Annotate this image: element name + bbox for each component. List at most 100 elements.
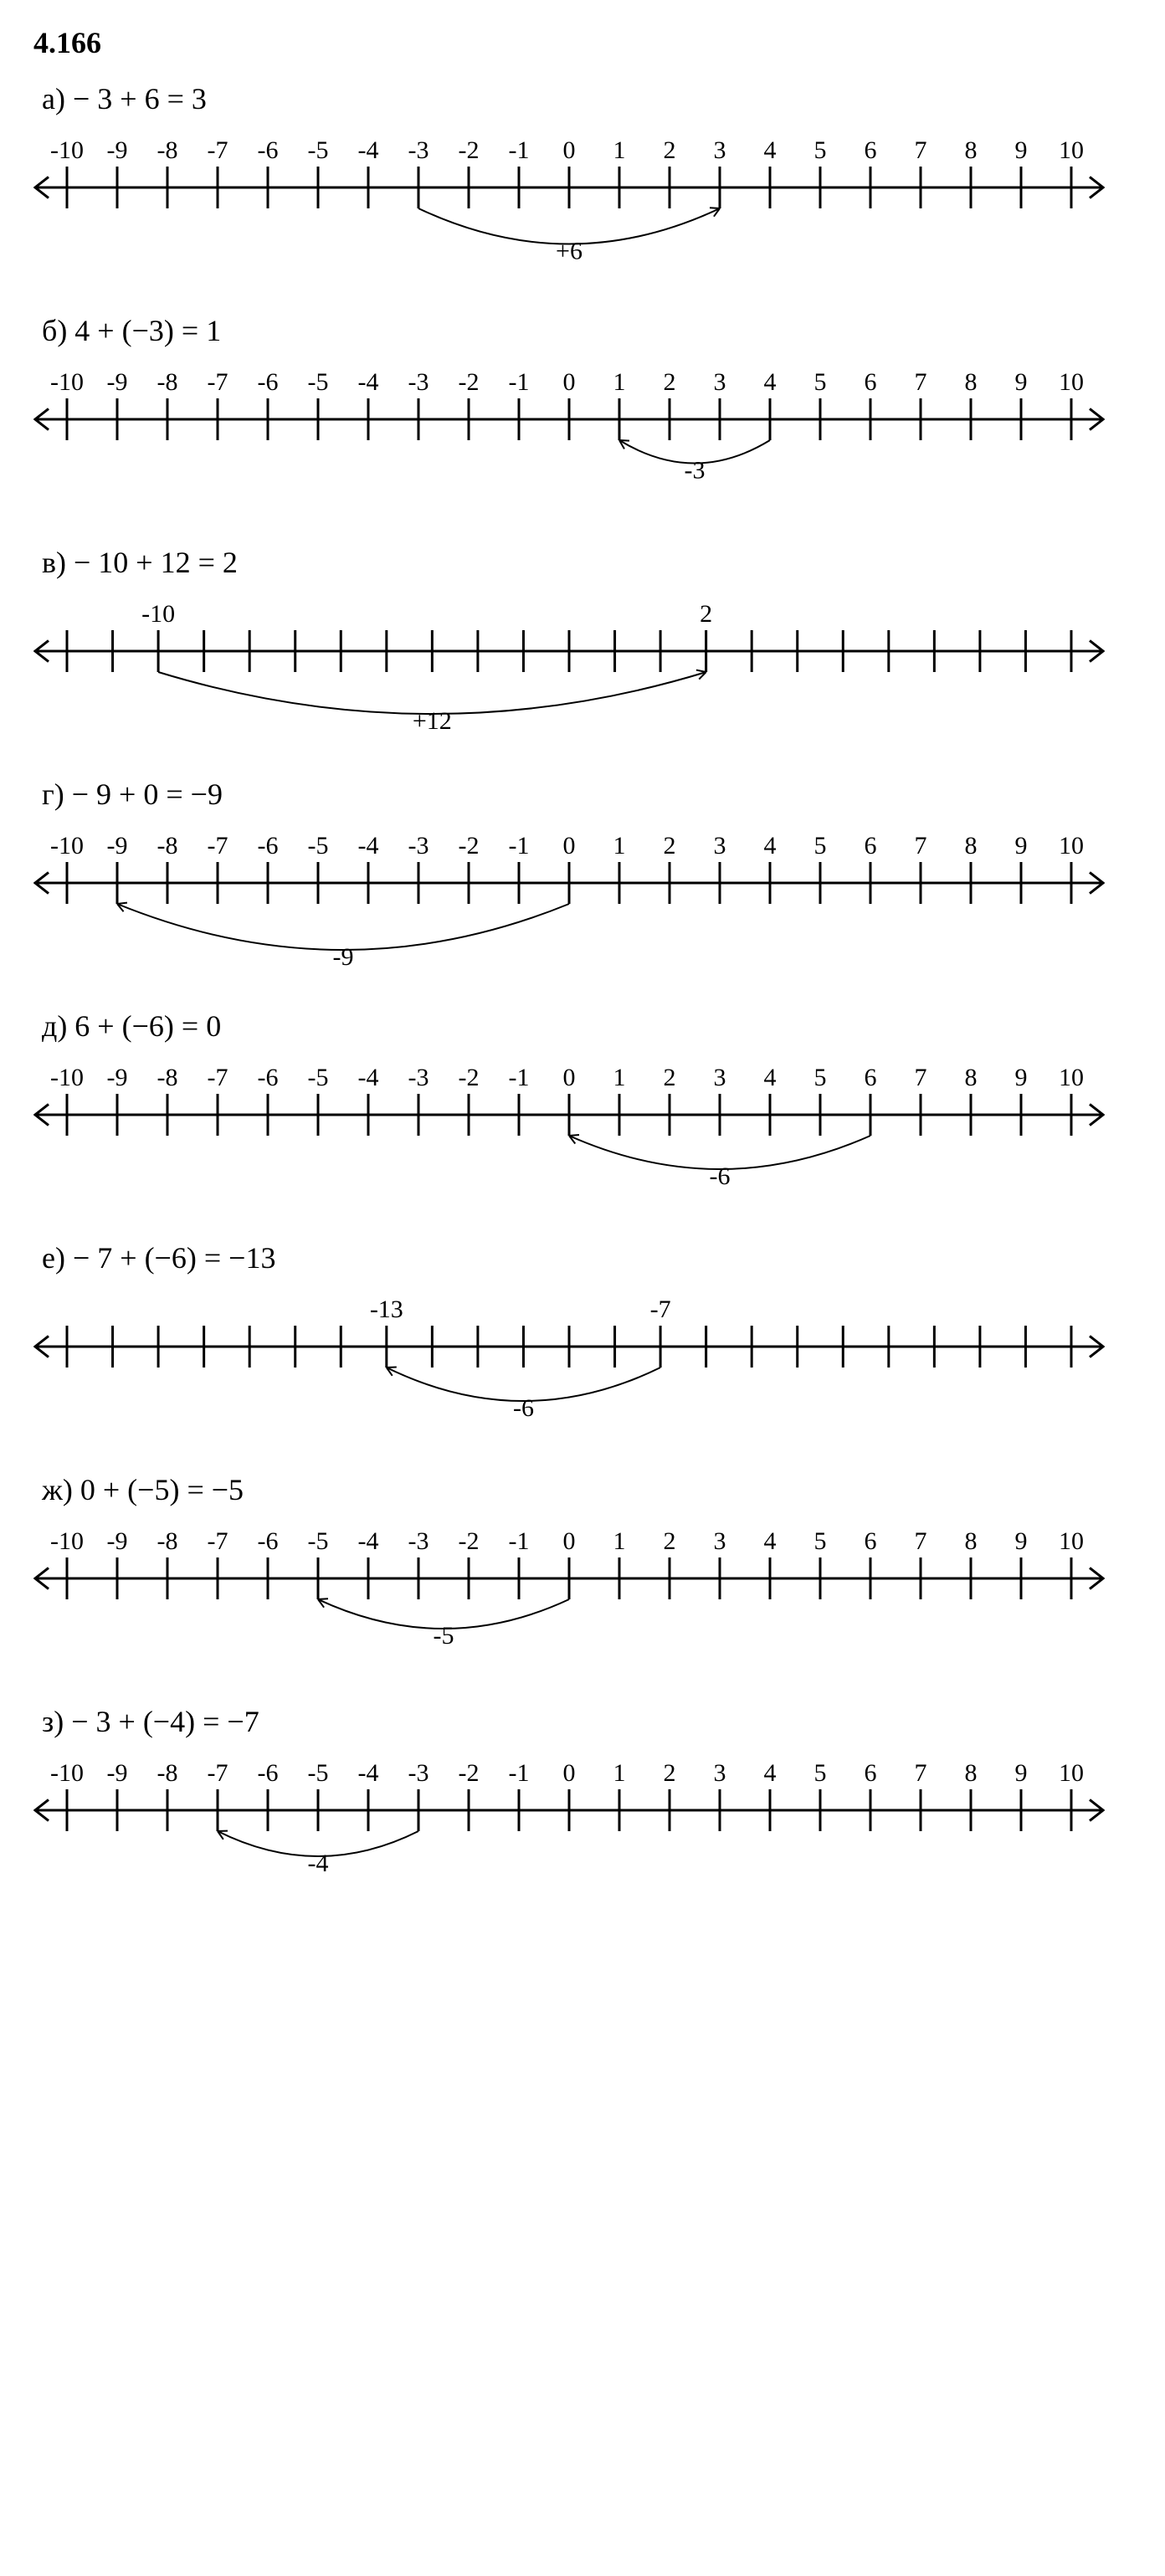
svg-text:-13: -13 [370, 1296, 403, 1323]
svg-text:5: 5 [814, 136, 827, 164]
subproblem-c: в) − 10 + 12 = 2-102+12 [33, 545, 1132, 747]
svg-text:1: 1 [613, 832, 626, 860]
svg-text:5: 5 [814, 1527, 827, 1555]
svg-text:3: 3 [714, 1064, 726, 1091]
svg-text:2: 2 [664, 136, 676, 164]
svg-text:-10: -10 [50, 1527, 84, 1555]
svg-text:-3: -3 [685, 457, 706, 485]
svg-text:-8: -8 [157, 136, 178, 164]
svg-text:-5: -5 [308, 1759, 329, 1787]
svg-text:8: 8 [965, 1527, 978, 1555]
svg-text:6: 6 [865, 1064, 877, 1091]
subproblem-h: з) − 3 + (−4) = −7-10-9-8-7-6-5-4-3-2-10… [33, 1704, 1132, 1906]
svg-text:-5: -5 [308, 1064, 329, 1091]
svg-text:-4: -4 [308, 1850, 329, 1877]
svg-text:1: 1 [613, 368, 626, 396]
equation-f: е) − 7 + (−6) = −13 [33, 1240, 1132, 1275]
svg-text:2: 2 [664, 1064, 676, 1091]
svg-text:-6: -6 [258, 832, 279, 860]
svg-text:-2: -2 [459, 1064, 480, 1091]
svg-text:-3: -3 [408, 1064, 429, 1091]
svg-text:9: 9 [1015, 1759, 1028, 1787]
svg-text:-1: -1 [509, 368, 530, 396]
svg-text:7: 7 [915, 368, 927, 396]
svg-text:5: 5 [814, 368, 827, 396]
svg-text:9: 9 [1015, 1527, 1028, 1555]
svg-text:-5: -5 [308, 136, 329, 164]
svg-text:5: 5 [814, 832, 827, 860]
svg-text:-3: -3 [408, 368, 429, 396]
svg-text:-8: -8 [157, 1064, 178, 1091]
svg-text:8: 8 [965, 832, 978, 860]
svg-text:4: 4 [764, 136, 777, 164]
svg-text:-4: -4 [358, 136, 379, 164]
svg-text:-7: -7 [650, 1296, 671, 1323]
svg-text:-6: -6 [258, 1759, 279, 1787]
svg-text:+12: +12 [413, 707, 452, 735]
svg-text:-9: -9 [107, 368, 128, 396]
svg-text:1: 1 [613, 1759, 626, 1787]
number-line-c: -102+12 [33, 597, 1105, 789]
numberline-wrap-h: -10-9-8-7-6-5-4-3-2-1012345678910-4 [33, 1756, 1105, 1906]
svg-text:0: 0 [563, 136, 576, 164]
svg-text:-2: -2 [459, 1527, 480, 1555]
svg-text:10: 10 [1059, 1527, 1084, 1555]
svg-text:3: 3 [714, 1527, 726, 1555]
svg-text:0: 0 [563, 368, 576, 396]
svg-text:-9: -9 [107, 832, 128, 860]
svg-text:-10: -10 [50, 368, 84, 396]
subproblem-e: д) 6 + (−6) = 0-10-9-8-7-6-5-4-3-2-10123… [33, 1008, 1132, 1211]
svg-text:0: 0 [563, 1064, 576, 1091]
subproblem-d: г) − 9 + 0 = −9-10-9-8-7-6-5-4-3-2-10123… [33, 777, 1132, 979]
svg-text:-3: -3 [408, 1527, 429, 1555]
number-line-d: -10-9-8-7-6-5-4-3-2-1012345678910-9 [33, 829, 1105, 1029]
svg-text:-10: -10 [50, 832, 84, 860]
svg-text:-2: -2 [459, 1759, 480, 1787]
svg-text:1: 1 [613, 1527, 626, 1555]
svg-text:2: 2 [664, 832, 676, 860]
svg-text:-5: -5 [308, 368, 329, 396]
svg-text:8: 8 [965, 1759, 978, 1787]
svg-text:0: 0 [563, 1759, 576, 1787]
svg-text:10: 10 [1059, 1759, 1084, 1787]
svg-text:-10: -10 [50, 1064, 84, 1091]
svg-text:1: 1 [613, 136, 626, 164]
svg-text:4: 4 [764, 1064, 777, 1091]
svg-text:-8: -8 [157, 368, 178, 396]
svg-text:6: 6 [865, 1527, 877, 1555]
svg-text:7: 7 [915, 1759, 927, 1787]
subproblem-b: б) 4 + (−3) = 1-10-9-8-7-6-5-4-3-2-10123… [33, 313, 1132, 516]
svg-text:2: 2 [664, 368, 676, 396]
svg-text:-3: -3 [408, 832, 429, 860]
svg-text:-1: -1 [509, 1759, 530, 1787]
svg-text:-4: -4 [358, 832, 379, 860]
equation-g: ж) 0 + (−5) = −5 [33, 1472, 1132, 1507]
numberline-wrap-a: -10-9-8-7-6-5-4-3-2-1012345678910+6 [33, 133, 1105, 284]
number-line-g: -10-9-8-7-6-5-4-3-2-1012345678910-5 [33, 1524, 1105, 1691]
svg-text:-9: -9 [107, 1527, 128, 1555]
svg-text:+6: +6 [556, 238, 582, 265]
svg-text:-6: -6 [513, 1394, 534, 1422]
svg-text:-9: -9 [107, 1064, 128, 1091]
svg-text:2: 2 [664, 1527, 676, 1555]
svg-text:5: 5 [814, 1759, 827, 1787]
subproblems-container: а) − 3 + 6 = 3-10-9-8-7-6-5-4-3-2-101234… [33, 81, 1132, 1906]
svg-text:1: 1 [613, 1064, 626, 1091]
svg-text:3: 3 [714, 832, 726, 860]
svg-text:-9: -9 [107, 1759, 128, 1787]
svg-text:-6: -6 [258, 1527, 279, 1555]
svg-text:0: 0 [563, 832, 576, 860]
svg-text:8: 8 [965, 136, 978, 164]
svg-text:9: 9 [1015, 832, 1028, 860]
numberline-wrap-f: -13 -7 -6 [33, 1292, 1105, 1443]
svg-text:8: 8 [965, 1064, 978, 1091]
svg-text:-6: -6 [710, 1162, 731, 1190]
svg-text:7: 7 [915, 136, 927, 164]
svg-text:-7: -7 [208, 136, 228, 164]
svg-text:-6: -6 [258, 368, 279, 396]
svg-text:3: 3 [714, 136, 726, 164]
svg-text:2: 2 [700, 600, 712, 628]
svg-text:0: 0 [563, 1527, 576, 1555]
svg-text:-3: -3 [408, 1759, 429, 1787]
svg-text:2: 2 [664, 1759, 676, 1787]
